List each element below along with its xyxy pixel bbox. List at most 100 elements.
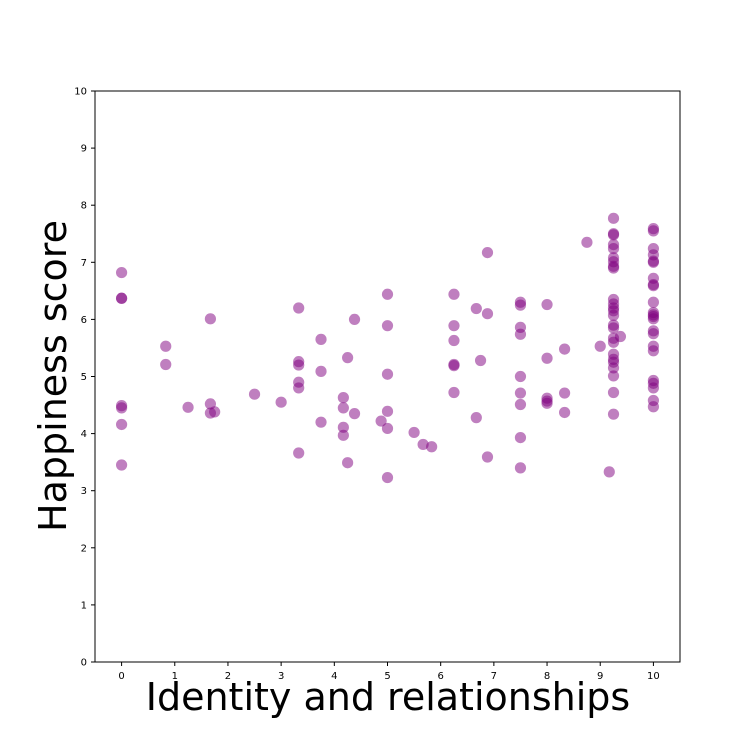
data-point xyxy=(381,405,394,417)
data-point xyxy=(607,362,620,374)
data-point xyxy=(558,406,571,419)
data-point xyxy=(160,358,172,371)
x-tick-label: 4 xyxy=(331,671,337,682)
data-point xyxy=(607,262,620,274)
x-tick-label: 9 xyxy=(597,671,603,682)
data-point xyxy=(448,360,460,372)
data-point xyxy=(293,447,305,459)
y-tick-label: 5 xyxy=(81,372,87,383)
data-point xyxy=(558,387,571,399)
x-tick-label: 6 xyxy=(437,671,443,682)
x-tick-label: 2 xyxy=(225,671,231,682)
y-tick-label: 9 xyxy=(81,144,87,155)
data-point xyxy=(607,386,620,399)
data-point xyxy=(647,256,660,268)
data-point xyxy=(293,359,305,371)
data-point xyxy=(607,229,620,241)
data-point xyxy=(607,370,620,382)
data-point xyxy=(426,441,438,453)
data-point xyxy=(481,308,494,320)
data-point xyxy=(275,396,287,408)
x-tick-label: 0 xyxy=(118,671,124,682)
data-point xyxy=(381,422,394,435)
data-point xyxy=(607,212,620,224)
data-point xyxy=(581,236,593,248)
data-point xyxy=(337,392,349,404)
data-point xyxy=(647,280,660,292)
data-point xyxy=(375,415,387,427)
data-point xyxy=(293,302,305,314)
data-point xyxy=(481,451,494,463)
data-point xyxy=(337,421,349,433)
data-point xyxy=(541,298,553,311)
data-point xyxy=(647,313,660,325)
data-point xyxy=(115,266,128,279)
data-point xyxy=(342,352,354,364)
data-point xyxy=(115,459,128,471)
data-point xyxy=(315,416,327,428)
data-point xyxy=(470,302,482,315)
data-point xyxy=(348,313,361,325)
data-point xyxy=(417,438,429,451)
data-point xyxy=(607,242,620,255)
data-point xyxy=(448,320,460,332)
x-tick-label: 5 xyxy=(384,671,390,682)
data-point xyxy=(607,322,620,334)
data-point xyxy=(381,320,394,332)
data-point xyxy=(514,462,527,474)
data-point xyxy=(315,365,327,377)
data-point xyxy=(607,309,620,322)
x-tick-label: 10 xyxy=(647,671,660,682)
data-point xyxy=(293,382,305,394)
data-point xyxy=(481,246,494,259)
data-point xyxy=(614,330,627,343)
y-axis-label: Happiness score xyxy=(31,220,75,532)
y-tick-label: 7 xyxy=(81,258,87,269)
data-point xyxy=(514,431,527,444)
data-point xyxy=(448,334,460,347)
data-point xyxy=(448,288,460,300)
data-point xyxy=(315,333,327,345)
data-point xyxy=(647,382,660,394)
data-point xyxy=(381,471,394,484)
data-point xyxy=(470,412,482,424)
data-point xyxy=(115,292,128,304)
data-point xyxy=(514,328,527,340)
data-point xyxy=(514,398,527,411)
x-tick-label: 7 xyxy=(491,671,497,682)
data-point xyxy=(514,370,527,383)
y-tick-label: 10 xyxy=(74,87,87,98)
data-point xyxy=(115,402,128,414)
data-point xyxy=(514,387,527,399)
x-tick-label: 8 xyxy=(544,671,550,682)
y-tick-label: 6 xyxy=(81,315,87,326)
data-point xyxy=(448,386,460,399)
y-tick-label: 0 xyxy=(81,658,87,669)
data-point xyxy=(348,408,361,420)
data-point xyxy=(647,296,660,308)
data-point xyxy=(474,354,487,367)
x-axis-ticks: 0 1 2 3 4 5 6 7 8 9 10 xyxy=(118,662,660,682)
data-point xyxy=(115,418,128,431)
data-point xyxy=(514,299,527,311)
data-point xyxy=(160,340,172,352)
data-point xyxy=(204,313,217,325)
data-point xyxy=(647,345,660,357)
data-point xyxy=(541,352,553,364)
y-tick-label: 2 xyxy=(81,543,87,554)
x-axis-label: Identity and relationships xyxy=(146,675,630,719)
data-point xyxy=(337,429,349,441)
y-tick-label: 4 xyxy=(81,429,87,440)
data-point xyxy=(248,388,261,400)
data-point xyxy=(541,397,553,409)
data-point xyxy=(182,401,194,413)
data-point xyxy=(594,340,606,352)
y-axis-ticks: 0 1 2 3 4 5 6 7 8 9 10 xyxy=(74,87,95,669)
data-point xyxy=(647,225,660,237)
data-point xyxy=(381,368,394,380)
y-tick-label: 8 xyxy=(81,201,87,212)
data-point xyxy=(408,426,420,439)
data-point xyxy=(647,328,660,340)
data-points xyxy=(115,212,660,484)
